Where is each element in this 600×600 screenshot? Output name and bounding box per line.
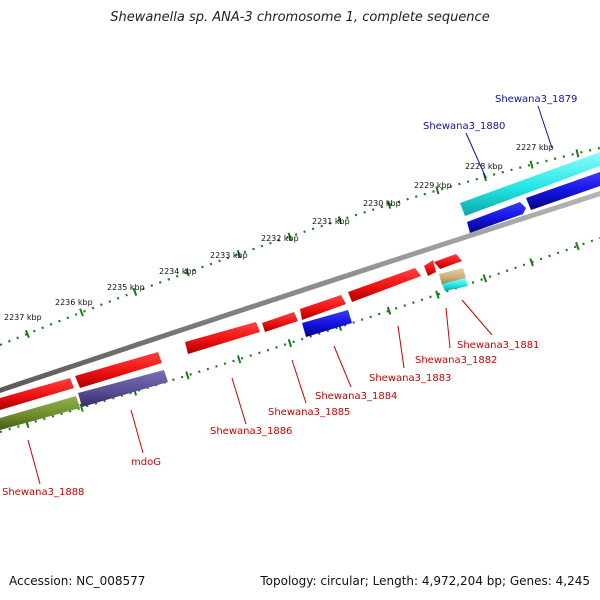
- kbp-label-2231: 2231 kbp: [312, 217, 350, 226]
- map-title: Shewanella sp. ANA-3 chromosome 1, compl…: [110, 10, 490, 25]
- kbp-label-2228: 2228 kbp: [465, 162, 503, 171]
- outer-tick-7: [386, 200, 392, 209]
- inner-tick-1: [79, 403, 84, 412]
- leader-1883: [397, 325, 405, 369]
- outer-tick-0: [24, 329, 30, 338]
- kbp-labels: 2227 kbp 2228 kbp 2229 kbp 2230 kbp 2231…: [4, 143, 554, 322]
- chromosome-backbone: [0, 190, 600, 393]
- outer-tick-5: [287, 232, 293, 241]
- gene-shewana3-1883[interactable]: [348, 268, 421, 302]
- inner-tick-4: [236, 355, 242, 364]
- gene-shewana3-1880[interactable]: [467, 202, 526, 233]
- gene-shewana3-1885[interactable]: [262, 312, 298, 332]
- gene-label-mdog[interactable]: mdoG: [131, 457, 161, 468]
- gene-label-shewana3-1883[interactable]: Shewana3_1883: [369, 373, 451, 384]
- leader-1886: [231, 377, 247, 425]
- gene-label-shewana3-1885[interactable]: Shewana3_1885: [268, 407, 350, 418]
- forward-gene-lane: [0, 254, 462, 410]
- inner-tick-9: [482, 274, 488, 283]
- gene-cyan-small[interactable]: [442, 278, 468, 291]
- kbp-label-2234: 2234 kbp: [159, 267, 197, 276]
- gene-label-shewana3-1888[interactable]: Shewana3_1888: [2, 487, 84, 498]
- inner-tick-7: [386, 306, 392, 315]
- gene-shewana3-1888[interactable]: [0, 396, 80, 430]
- outer-tick-2: [132, 287, 138, 297]
- outer-major-ticks: [24, 149, 580, 338]
- inner-tick-11: [575, 241, 580, 251]
- gene-shewana3-1888-red[interactable]: [0, 378, 74, 410]
- gene-shewana3-1881-arrow[interactable]: [434, 254, 462, 269]
- leader-1882: [445, 307, 451, 349]
- gene-shewana3-1879[interactable]: [460, 152, 600, 216]
- gene-label-shewana3-1879[interactable]: Shewana3_1879: [495, 94, 577, 105]
- gene-label-shewana3-1884[interactable]: Shewana3_1884: [315, 391, 397, 402]
- inner-tick-5: [287, 338, 293, 348]
- leader-1884: [333, 345, 352, 388]
- leader-1879: [537, 105, 553, 149]
- kbp-label-2232: 2232 kbp: [261, 234, 299, 243]
- upper-gene-lane: [460, 152, 600, 233]
- gene-label-shewana3-1882[interactable]: Shewana3_1882: [415, 355, 497, 366]
- kbp-label-2227: 2227 kbp: [516, 143, 554, 152]
- leader-1888: [27, 439, 41, 485]
- kbp-label-2233: 2233 kbp: [210, 251, 248, 260]
- gene-mdog-red[interactable]: [75, 352, 162, 388]
- inner-tick-3: [185, 371, 190, 380]
- gene-label-shewana3-1880[interactable]: Shewana3_1880: [423, 121, 505, 132]
- kbp-label-2229: 2229 kbp: [414, 181, 452, 190]
- leader-1880: [465, 132, 487, 179]
- label-leader-lines: [27, 105, 553, 485]
- outer-tick-11: [575, 149, 580, 158]
- accession-text: Accession: NC_008577: [9, 574, 146, 588]
- inner-tick-10: [529, 258, 534, 267]
- outer-tick-1: [79, 308, 84, 317]
- outer-tick-6: [337, 216, 343, 225]
- outer-tick-8: [435, 186, 440, 195]
- outer-tick-10: [529, 160, 534, 169]
- leader-1881: [461, 299, 493, 336]
- kbp-label-2230: 2230 kbp: [363, 199, 401, 208]
- reverse-gene-lane: [0, 268, 468, 430]
- inner-tick-8: [435, 290, 440, 299]
- gene-shewana3-1884[interactable]: [302, 310, 352, 337]
- gene-mdog[interactable]: [78, 370, 168, 407]
- outer-scale-track: [0, 146, 600, 347]
- leader-1885: [291, 359, 307, 404]
- gene-label-shewana3-1881[interactable]: Shewana3_1881: [457, 340, 539, 351]
- kbp-label-2236: 2236 kbp: [55, 298, 93, 307]
- gene-label-shewana3-1886[interactable]: Shewana3_1886: [210, 426, 292, 437]
- gene-blue-right[interactable]: [526, 172, 600, 210]
- outer-tick-3: [185, 268, 190, 277]
- gene-shewana3-1886[interactable]: [185, 322, 260, 354]
- kbp-label-2237: 2237 kbp: [4, 313, 42, 322]
- gene-shewana3-1882-arrow[interactable]: [424, 260, 436, 276]
- outer-tick-4: [236, 249, 242, 259]
- gene-tan-small[interactable]: [439, 268, 466, 285]
- inner-major-ticks: [25, 241, 580, 429]
- gene-labels: Shewana3_1879 Shewana3_1880 Shewana3_188…: [2, 94, 577, 498]
- topology-summary: Topology: circular; Length: 4,972,204 bp…: [260, 574, 590, 588]
- leader-mdog: [130, 409, 144, 454]
- kbp-label-2235: 2235 kbp: [107, 283, 145, 292]
- gene-shewana3-1884-red[interactable]: [300, 295, 346, 320]
